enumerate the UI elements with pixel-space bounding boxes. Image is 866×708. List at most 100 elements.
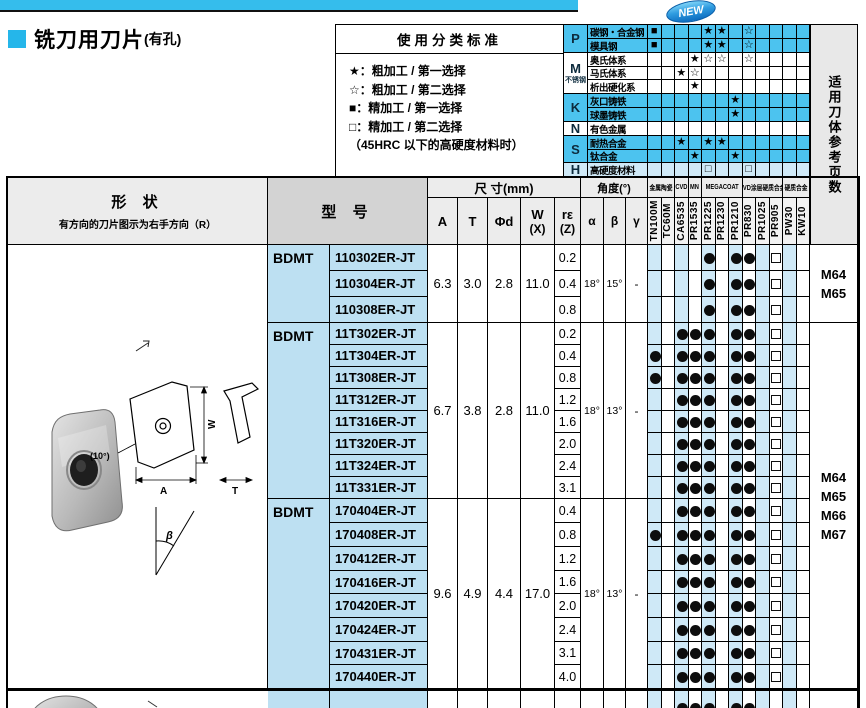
material-mark-cell — [796, 25, 810, 39]
material-mark-cell: ★ — [688, 53, 702, 67]
usage-mark: □ — [704, 163, 712, 175]
re-value-cell: 3.1 — [555, 477, 581, 499]
material-mark-cell — [742, 67, 756, 80]
material-mark-cell: ★ — [715, 25, 729, 39]
partial-row-cell — [555, 691, 581, 708]
beta-label: β — [165, 530, 173, 542]
dim-col-header: Φd — [488, 198, 521, 245]
grade-cell — [783, 665, 797, 689]
material-mark-cell — [661, 108, 675, 122]
first-choice-dot — [676, 350, 688, 362]
material-mark-cell: ★ — [688, 80, 702, 94]
first-choice-dot — [703, 460, 715, 472]
material-mark-cell: ★ — [715, 136, 729, 150]
dim-col-header: T — [458, 198, 488, 245]
grade-cell — [661, 367, 675, 389]
material-mark-cell: ★ — [702, 39, 716, 53]
first-choice-dot — [676, 482, 688, 494]
dim-value-cell: 2.8 — [488, 245, 521, 323]
usage-mark: ☆ — [716, 53, 727, 65]
first-choice-dot — [744, 328, 755, 340]
material-mark-cell — [702, 80, 716, 94]
partial-row-cell — [268, 691, 330, 708]
grade-cell — [661, 571, 675, 594]
first-choice-dot — [744, 252, 755, 264]
dim-label-a: A — [160, 486, 167, 497]
first-choice-dot — [744, 624, 755, 636]
grade-cell — [715, 571, 729, 594]
material-mark-cell — [715, 108, 729, 122]
partial-grade-cell — [715, 691, 729, 708]
usage-mark: ★ — [730, 108, 741, 120]
model-cell: 170424ER-JT — [330, 618, 428, 642]
grade-cell — [715, 455, 729, 477]
grade-cell — [783, 547, 797, 571]
page-ref: M65 — [820, 488, 847, 504]
material-mark-cell: □ — [702, 163, 716, 177]
first-choice-dot — [744, 304, 755, 316]
material-mark-cell — [783, 80, 797, 94]
material-mark-cell — [756, 150, 770, 163]
material-mark-cell — [756, 122, 770, 136]
grade-cell — [756, 571, 770, 594]
first-choice-dot — [744, 278, 755, 290]
page-ref: M65 — [820, 285, 847, 301]
dim-label-w: W — [207, 419, 218, 429]
usage-mark: ★ — [689, 53, 700, 65]
model-cell: 170412ER-JT — [330, 547, 428, 571]
material-mark-cell — [688, 94, 702, 108]
material-mark-cell — [715, 163, 729, 177]
re-value-cell: 3.1 — [555, 642, 581, 665]
first-choice-dot — [676, 505, 688, 517]
usage-mark: ★ — [703, 39, 714, 51]
grade-cell — [675, 271, 689, 297]
first-choice-dot — [730, 577, 742, 588]
grade-cell — [796, 245, 810, 271]
angle-col-beta: β — [604, 198, 626, 245]
grade-cell — [783, 455, 797, 477]
re-value-cell: 0.8 — [555, 297, 581, 323]
partial-row-cell — [428, 691, 458, 708]
dim-value-cell: 3.0 — [458, 245, 488, 323]
grade-cell — [688, 297, 702, 323]
model-cell: 170416ER-JT — [330, 571, 428, 594]
top-accent-bar — [0, 0, 578, 10]
material-mark-cell — [675, 25, 689, 39]
material-letter-label: N — [570, 122, 581, 136]
first-choice-dot — [744, 529, 755, 541]
second-choice-square — [771, 529, 781, 540]
grade-cell — [715, 367, 729, 389]
re-value-cell: 1.2 — [555, 389, 581, 411]
first-choice-dot — [730, 624, 742, 636]
material-mark-cell: ■ — [648, 39, 662, 53]
grade-cell — [783, 245, 797, 271]
material-mark-cell — [715, 80, 729, 94]
grade-cell — [796, 323, 810, 345]
material-mark-cell — [729, 122, 743, 136]
re-value-cell: 0.4 — [555, 271, 581, 297]
grade-cell — [783, 297, 797, 323]
first-choice-dot — [690, 460, 701, 472]
grade-cell — [715, 345, 729, 367]
second-choice-square — [771, 350, 781, 361]
first-choice-dot — [730, 648, 742, 659]
first-choice-dot — [690, 394, 701, 406]
material-name: 钛合金 — [588, 150, 648, 163]
second-choice-square — [771, 328, 781, 339]
direction-mark-icon — [135, 340, 150, 352]
grade-col-header-PR1025: PR1025 — [756, 198, 770, 245]
material-mark-cell: ☆ — [742, 53, 756, 67]
material-mark-cell — [783, 163, 797, 177]
first-choice-dot — [690, 328, 701, 340]
grade-cell — [756, 245, 770, 271]
grade-cell — [715, 433, 729, 455]
first-choice-dot — [690, 600, 701, 612]
material-mark-cell — [648, 163, 662, 177]
grade-cell — [661, 594, 675, 618]
grade-cell — [796, 523, 810, 547]
first-choice-dot — [676, 416, 688, 428]
material-mark-cell — [702, 108, 716, 122]
material-mark-cell — [783, 136, 797, 150]
first-choice-dot — [703, 577, 715, 588]
grade-cell — [648, 433, 662, 455]
